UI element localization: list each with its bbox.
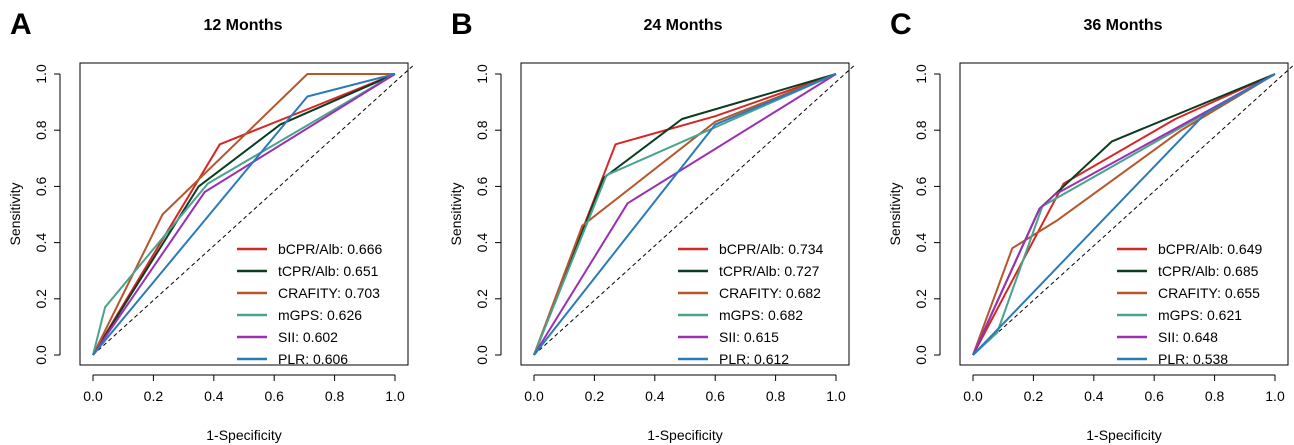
y-tick-label: 0.0 (33, 345, 49, 365)
roc-curve-2 (533, 73, 837, 356)
y-tick-label: 0.0 (913, 345, 929, 365)
y-tick-label: 0.6 (474, 176, 490, 196)
x-tick-label: 0.6 (705, 388, 725, 404)
legend-label: CRAFITY: 0.682 (719, 285, 821, 301)
legend-label: PLR: 0.606 (278, 351, 348, 367)
y-tick-label: 1.0 (33, 64, 49, 84)
legend-label: CRAFITY: 0.655 (1158, 285, 1260, 301)
x-tick-label: 1.0 (1265, 388, 1285, 404)
roc-curve-4 (533, 73, 837, 356)
x-tick-label: 0.0 (963, 388, 983, 404)
x-tick-label: 0.2 (585, 388, 605, 404)
y-axis-label: Sensitivity (7, 182, 23, 245)
roc-curve-0 (92, 73, 396, 356)
roc-curve-5 (972, 73, 1276, 356)
roc-curve-1 (92, 73, 396, 356)
y-tick-label: 0.8 (474, 120, 490, 140)
x-tick-label: 1.0 (385, 388, 405, 404)
x-tick-label: 0.6 (264, 388, 284, 404)
y-tick-label: 0.6 (913, 176, 929, 196)
x-tick-label: 1.0 (826, 388, 846, 404)
x-tick-label: 0.6 (1144, 388, 1164, 404)
roc-curve-2 (972, 73, 1276, 356)
x-axis-label: 1-Specificity (206, 427, 281, 443)
legend-label: bCPR/Alb: 0.734 (719, 241, 823, 257)
legend-label: CRAFITY: 0.703 (278, 285, 380, 301)
chart-title: 12 Months (203, 17, 282, 34)
plot-frame (520, 62, 850, 366)
x-tick-label: 0.4 (204, 388, 224, 404)
legend-label: mGPS: 0.621 (1158, 307, 1242, 323)
roc-curve-5 (533, 73, 837, 356)
roc-curve-3 (92, 73, 396, 356)
x-axis-label: 1-Specificity (647, 427, 722, 443)
roc-curve-0 (972, 73, 1276, 356)
legend-label: mGPS: 0.626 (278, 307, 362, 323)
legend-label: SII: 0.615 (719, 329, 779, 345)
legend-label: mGPS: 0.682 (719, 307, 803, 323)
x-tick-label: 0.8 (325, 388, 345, 404)
legend-label: SII: 0.648 (1158, 329, 1218, 345)
panel-a: A 12 Months 0.0 0.2 0.4 0.6 0.8 1.0 0.0 0.2 0.4 0.6… (7, 8, 414, 443)
y-tick-label: 0.8 (913, 120, 929, 140)
chart-title: 24 Months (643, 17, 722, 34)
x-tick-label: 0.4 (645, 388, 665, 404)
y-tick-label: 1.0 (474, 64, 490, 84)
legend-label: tCPR/Alb: 0.685 (1158, 263, 1259, 279)
y-tick-label: 0.8 (33, 120, 49, 140)
y-tick-label: 1.0 (913, 64, 929, 84)
y-axis-label: Sensitivity (887, 182, 903, 245)
panel-letter: C (890, 8, 912, 41)
roc-curve-5 (92, 73, 396, 356)
y-tick-label: 0.6 (33, 176, 49, 196)
x-tick-label: 0.4 (1084, 388, 1104, 404)
y-tick-label: 0.2 (913, 289, 929, 309)
x-tick-label: 0.0 (83, 388, 103, 404)
legend-label: tCPR/Alb: 0.727 (719, 263, 820, 279)
reference-diagonal (972, 65, 1294, 356)
reference-diagonal (92, 65, 414, 356)
x-tick-label: 0.0 (524, 388, 544, 404)
x-tick-label: 0.8 (1205, 388, 1225, 404)
legend-label: bCPR/Alb: 0.649 (1158, 241, 1262, 257)
panel-b: B 24 Months 0.0 0.2 0.4 0.6 0.8 1.0 0.0 0.2 0.4 0.6… (448, 8, 855, 443)
roc-curve-2 (92, 73, 395, 356)
panel-letter: A (10, 8, 32, 41)
roc-curve-4 (972, 73, 1276, 356)
roc-curve-3 (533, 73, 837, 356)
x-tick-label: 0.2 (1024, 388, 1044, 404)
plot-frame (79, 62, 409, 366)
x-axis-label: 1-Specificity (1086, 427, 1161, 443)
x-tick-label: 0.2 (144, 388, 164, 404)
reference-diagonal (533, 65, 855, 356)
y-tick-label: 0.2 (33, 289, 49, 309)
x-tick-label: 0.8 (766, 388, 786, 404)
legend-label: tCPR/Alb: 0.651 (278, 263, 379, 279)
legend-label: SII: 0.602 (278, 329, 338, 345)
chart-title: 36 Months (1083, 17, 1162, 34)
y-axis-label: Sensitivity (448, 182, 464, 245)
y-tick-label: 0.4 (474, 233, 490, 253)
plot-frame (959, 62, 1289, 366)
legend-label: PLR: 0.538 (1158, 351, 1228, 367)
y-tick-label: 0.0 (474, 345, 490, 365)
y-tick-label: 0.2 (474, 289, 490, 309)
panel-letter: B (451, 8, 473, 41)
legend-label: bCPR/Alb: 0.666 (278, 241, 382, 257)
y-tick-label: 0.4 (33, 233, 49, 253)
y-tick-label: 0.4 (913, 233, 929, 253)
panel-c: C 36 Months 0.0 0.2 0.4 0.6 0.8 1.0 0.0 0.2 0.4 0.6… (887, 8, 1294, 443)
legend-label: PLR: 0.612 (719, 351, 789, 367)
roc-curve-4 (92, 73, 396, 356)
